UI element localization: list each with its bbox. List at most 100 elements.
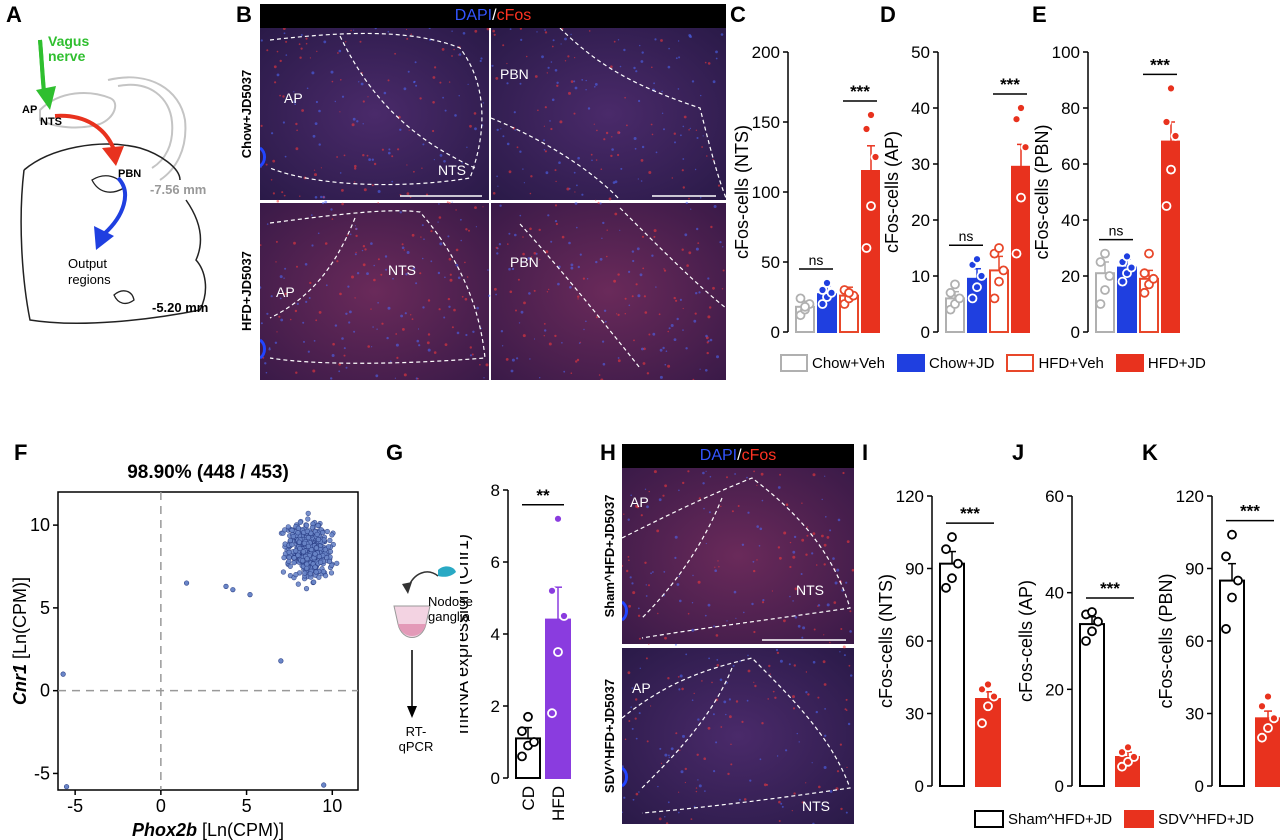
cell-dot — [570, 263, 574, 267]
data-point — [844, 287, 854, 298]
cell-dot — [311, 71, 315, 75]
cell-dot — [839, 651, 841, 653]
cell-dot — [587, 107, 591, 110]
cell-dot — [570, 372, 573, 375]
cell-dot — [551, 98, 555, 102]
scatter-point — [293, 548, 299, 554]
cell-dot — [753, 470, 755, 473]
cell-dot — [355, 251, 357, 254]
cell-dot — [370, 308, 372, 310]
cell-dot — [743, 611, 745, 614]
panel-label-e: E — [1032, 2, 1047, 27]
cell-dot — [651, 254, 654, 257]
cell-dot — [279, 275, 283, 279]
cell-dot — [715, 741, 718, 744]
data-point — [1095, 299, 1106, 309]
cell-dot — [557, 282, 560, 286]
panel-label-b: B — [236, 2, 252, 27]
h-r1-nts: NTS — [796, 582, 824, 598]
cell-dot — [789, 565, 792, 569]
cell-dot — [495, 77, 499, 80]
cell-dot — [564, 37, 567, 41]
cell-dot — [529, 227, 532, 231]
cell-dot — [519, 214, 522, 217]
y-axis-label: cFos-cells (AP) — [882, 131, 902, 253]
cell-dot — [641, 145, 645, 149]
cell-dot — [405, 269, 407, 271]
cell-dot — [759, 758, 762, 761]
cell-dot — [811, 552, 814, 555]
cell-dot — [266, 312, 269, 315]
cell-dot — [616, 313, 618, 315]
cell-dot — [601, 237, 603, 239]
cell-dot — [659, 375, 663, 379]
sig-label: *** — [1100, 579, 1120, 598]
cell-dot — [266, 49, 269, 52]
cell-dot — [323, 40, 327, 44]
data-point — [1139, 287, 1150, 298]
data-point — [1020, 142, 1030, 153]
cell-dot — [300, 34, 303, 36]
cell-dot — [384, 255, 388, 258]
scatter-point — [320, 529, 326, 536]
cell-dot — [712, 158, 714, 161]
cell-dot — [779, 556, 782, 560]
cell-dot — [668, 327, 671, 330]
scatter-point — [297, 519, 303, 525]
cell-dot — [785, 503, 789, 506]
y-tick-label: 5 — [40, 598, 50, 618]
data-point — [523, 711, 533, 722]
cell-dot — [752, 560, 755, 563]
cell-dot — [443, 160, 446, 163]
cell-dot — [707, 277, 710, 280]
cell-dot — [394, 52, 396, 55]
cell-dot — [689, 127, 691, 130]
cell-dot — [458, 95, 460, 97]
sig-label: *** — [960, 504, 980, 523]
cell-dot — [829, 790, 833, 793]
scatter-point — [295, 525, 302, 531]
cell-dot — [676, 583, 680, 586]
cell-dot — [677, 88, 680, 90]
cell-dot — [349, 310, 352, 314]
cell-dot — [662, 346, 665, 350]
cell-dot — [372, 326, 374, 328]
cell-dot — [704, 790, 706, 792]
cell-dot — [622, 765, 624, 768]
cell-dot — [657, 612, 659, 615]
scatter-point — [304, 522, 310, 528]
cell-dot — [685, 347, 688, 350]
cell-dot — [640, 60, 644, 63]
cell-dot — [794, 587, 798, 591]
cell-dot — [617, 273, 620, 276]
cell-dot — [682, 481, 685, 485]
cell-dot — [653, 235, 656, 238]
cell-dot — [678, 489, 680, 492]
cell-dot — [821, 534, 824, 538]
y-tick-label: 0 — [1071, 323, 1080, 342]
cell-dot — [577, 265, 580, 269]
cell-dot — [439, 81, 442, 84]
cell-dot — [559, 120, 563, 124]
scatter-point — [230, 587, 236, 593]
cell-dot — [845, 581, 848, 584]
cell-dot — [586, 278, 589, 280]
cell-dot — [368, 158, 371, 162]
cell-dot — [285, 54, 288, 56]
cell-dot — [305, 42, 308, 45]
cell-dot — [823, 563, 826, 566]
cell-dot — [536, 31, 538, 33]
cell-dot — [638, 791, 640, 793]
cell-dot — [353, 29, 355, 31]
cell-dot — [494, 287, 497, 291]
cell-dot — [725, 713, 727, 716]
cell-dot — [508, 170, 512, 174]
cell-dot — [714, 569, 717, 572]
cell-dot — [506, 82, 509, 85]
cell-dot — [674, 556, 677, 559]
cell-dot — [509, 290, 513, 294]
cell-dot — [281, 191, 284, 194]
cell-dot — [546, 291, 549, 293]
cell-dot — [496, 128, 499, 132]
cell-dot — [506, 142, 510, 146]
